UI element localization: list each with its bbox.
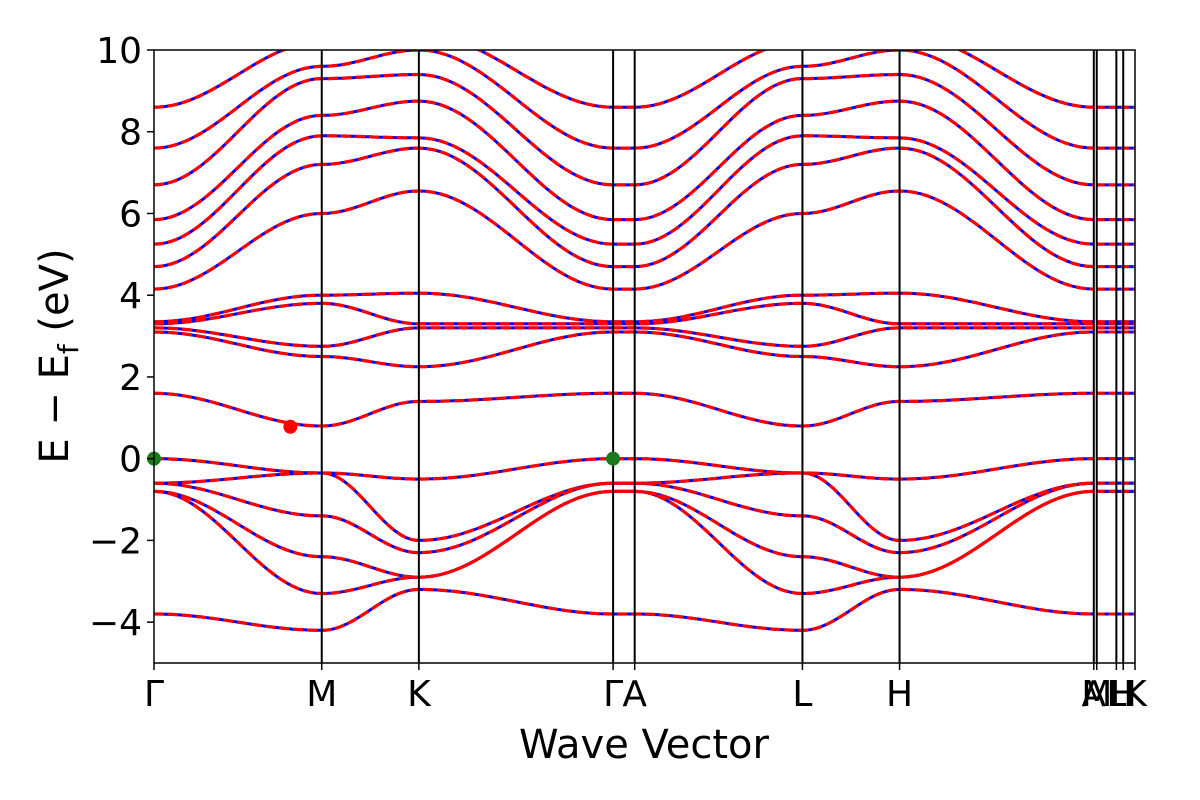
- y-axis-title-sub: f: [52, 343, 85, 354]
- y-axis-ticks: 10 8 6 4 2 0 −2 −4: [89, 31, 154, 644]
- kpoint-lines: [320, 50, 1125, 663]
- band-line: [154, 471, 1094, 543]
- band-line: [154, 50, 1094, 150]
- band-line: [154, 72, 1094, 187]
- x-tick-label: A: [1081, 674, 1106, 715]
- x-tick-label: L: [1106, 674, 1126, 715]
- band-line: [154, 330, 1094, 369]
- band-line: [154, 99, 1094, 222]
- x-tick-label: M: [306, 674, 337, 715]
- band-line: [154, 391, 1094, 428]
- band-line: [154, 301, 1094, 326]
- x-tick-label: Γ: [144, 674, 164, 715]
- x-tick-label: H: [1110, 674, 1137, 715]
- x-tick-label: K: [407, 674, 432, 715]
- x-tick-label: M: [1081, 674, 1112, 715]
- y-tick-label: 2: [119, 358, 142, 399]
- x-tick-label: L: [792, 674, 812, 715]
- x-axis-title: Wave Vector: [519, 722, 770, 768]
- x-tick-label: A: [622, 674, 647, 715]
- y-axis-title-unit: (eV): [32, 248, 78, 344]
- band-line: [154, 587, 1094, 632]
- y-tick-label: −4: [89, 603, 142, 644]
- band-line: [154, 50, 1094, 109]
- band-line: [154, 489, 1094, 595]
- band-line: [154, 481, 1094, 555]
- band-line: [154, 457, 1094, 481]
- band-line: [154, 134, 1094, 246]
- extremum-marker: [283, 419, 298, 434]
- band-line: [154, 50, 1094, 150]
- y-axis-title-main: E − E: [32, 354, 78, 464]
- band-line: [154, 189, 1094, 291]
- band-line: [154, 587, 1094, 632]
- band-line: [154, 326, 1094, 348]
- band-line: [154, 391, 1094, 428]
- y-tick-label: 6: [119, 194, 142, 235]
- plot-frame: [153, 49, 1136, 664]
- x-tick-label: H: [886, 674, 913, 715]
- extremum-marker: [606, 451, 621, 466]
- band-line: [154, 291, 1094, 324]
- band-line: [154, 489, 1094, 579]
- y-tick-label: −2: [89, 521, 142, 562]
- extremum-markers: [147, 419, 621, 466]
- band-line: [154, 99, 1094, 222]
- band-line: [154, 330, 1094, 369]
- band-line: [154, 489, 1094, 596]
- band-line: [154, 189, 1094, 291]
- y-tick-label: 0: [119, 440, 142, 481]
- x-tick-label: K: [1123, 674, 1148, 715]
- x-tick-label: Γ: [603, 674, 623, 715]
- y-tick-label: 10: [96, 31, 142, 72]
- band-line: [154, 146, 1094, 269]
- band-line: [154, 481, 1094, 555]
- band-line: [154, 489, 1094, 579]
- y-tick-label: 4: [119, 276, 142, 317]
- y-tick-label: 8: [119, 113, 142, 154]
- y-axis-title: E − Ef (eV): [32, 248, 85, 463]
- bands-layer: [154, 50, 1135, 632]
- band-line: [154, 134, 1094, 246]
